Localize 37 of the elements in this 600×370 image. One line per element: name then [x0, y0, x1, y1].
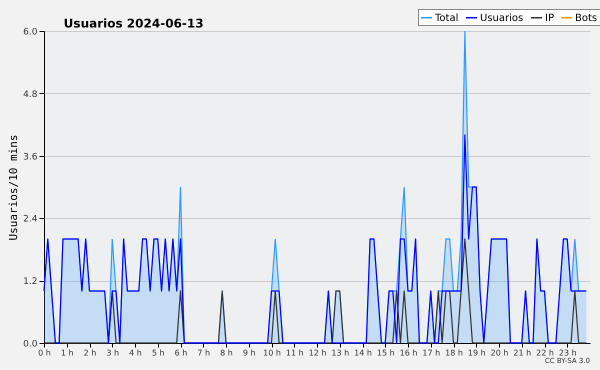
x-tick-label: 20 h [490, 348, 508, 358]
x-tick-label: 21 h [513, 348, 532, 358]
y-tick-label: 2.4 [23, 214, 38, 225]
x-tick-label: 5 h [152, 348, 165, 358]
legend-label: Bots [575, 12, 598, 24]
x-tick-label: 4 h [129, 348, 142, 358]
y-tick-label: 0.0 [23, 340, 38, 350]
x-tick-label: 0 h [38, 348, 51, 358]
x-tick-label: 18 h [445, 348, 463, 358]
x-tick-label: 15 h [376, 348, 395, 358]
x-tick-label: 1 h [60, 348, 74, 358]
y-tick-label: 6.0 [23, 28, 38, 38]
x-tick-label: 14 h [354, 348, 372, 358]
x-tick-label: 22 h [536, 348, 554, 358]
x-tick-label: 9 h [242, 348, 256, 358]
x-tick-label: 3 h [106, 348, 120, 358]
x-tick-label: 11 h [286, 348, 304, 358]
x-tick-label: 7 h [197, 348, 210, 358]
y-tick-label: 1.2 [23, 277, 38, 288]
x-tick-label: 16 h [400, 348, 418, 358]
x-tick-label: 19 h [468, 348, 486, 358]
y-axis-title: Usuarios/10 mins [7, 134, 20, 240]
x-tick-label: 23 h [558, 348, 577, 358]
x-tick-label: 13 h [331, 348, 350, 358]
x-tick-label: 8 h [220, 348, 233, 358]
y-tick-label: 3.6 [23, 152, 38, 162]
chart-title: Usuarios 2024-06-13 [64, 16, 204, 30]
line-series [43, 134, 587, 344]
legend-label: IP [545, 12, 554, 24]
y-tick-label: 4.8 [23, 90, 38, 100]
x-tick-label: 2 h [84, 348, 96, 358]
legend-label: Total [434, 12, 458, 24]
x-tick-label: 10 h [263, 348, 281, 358]
legend-label: Usuarios [480, 12, 524, 24]
x-tick-label: 17 h [422, 348, 440, 358]
x-tick-label: 6 h [174, 348, 188, 358]
x-tick-label: 12 h [308, 348, 326, 358]
